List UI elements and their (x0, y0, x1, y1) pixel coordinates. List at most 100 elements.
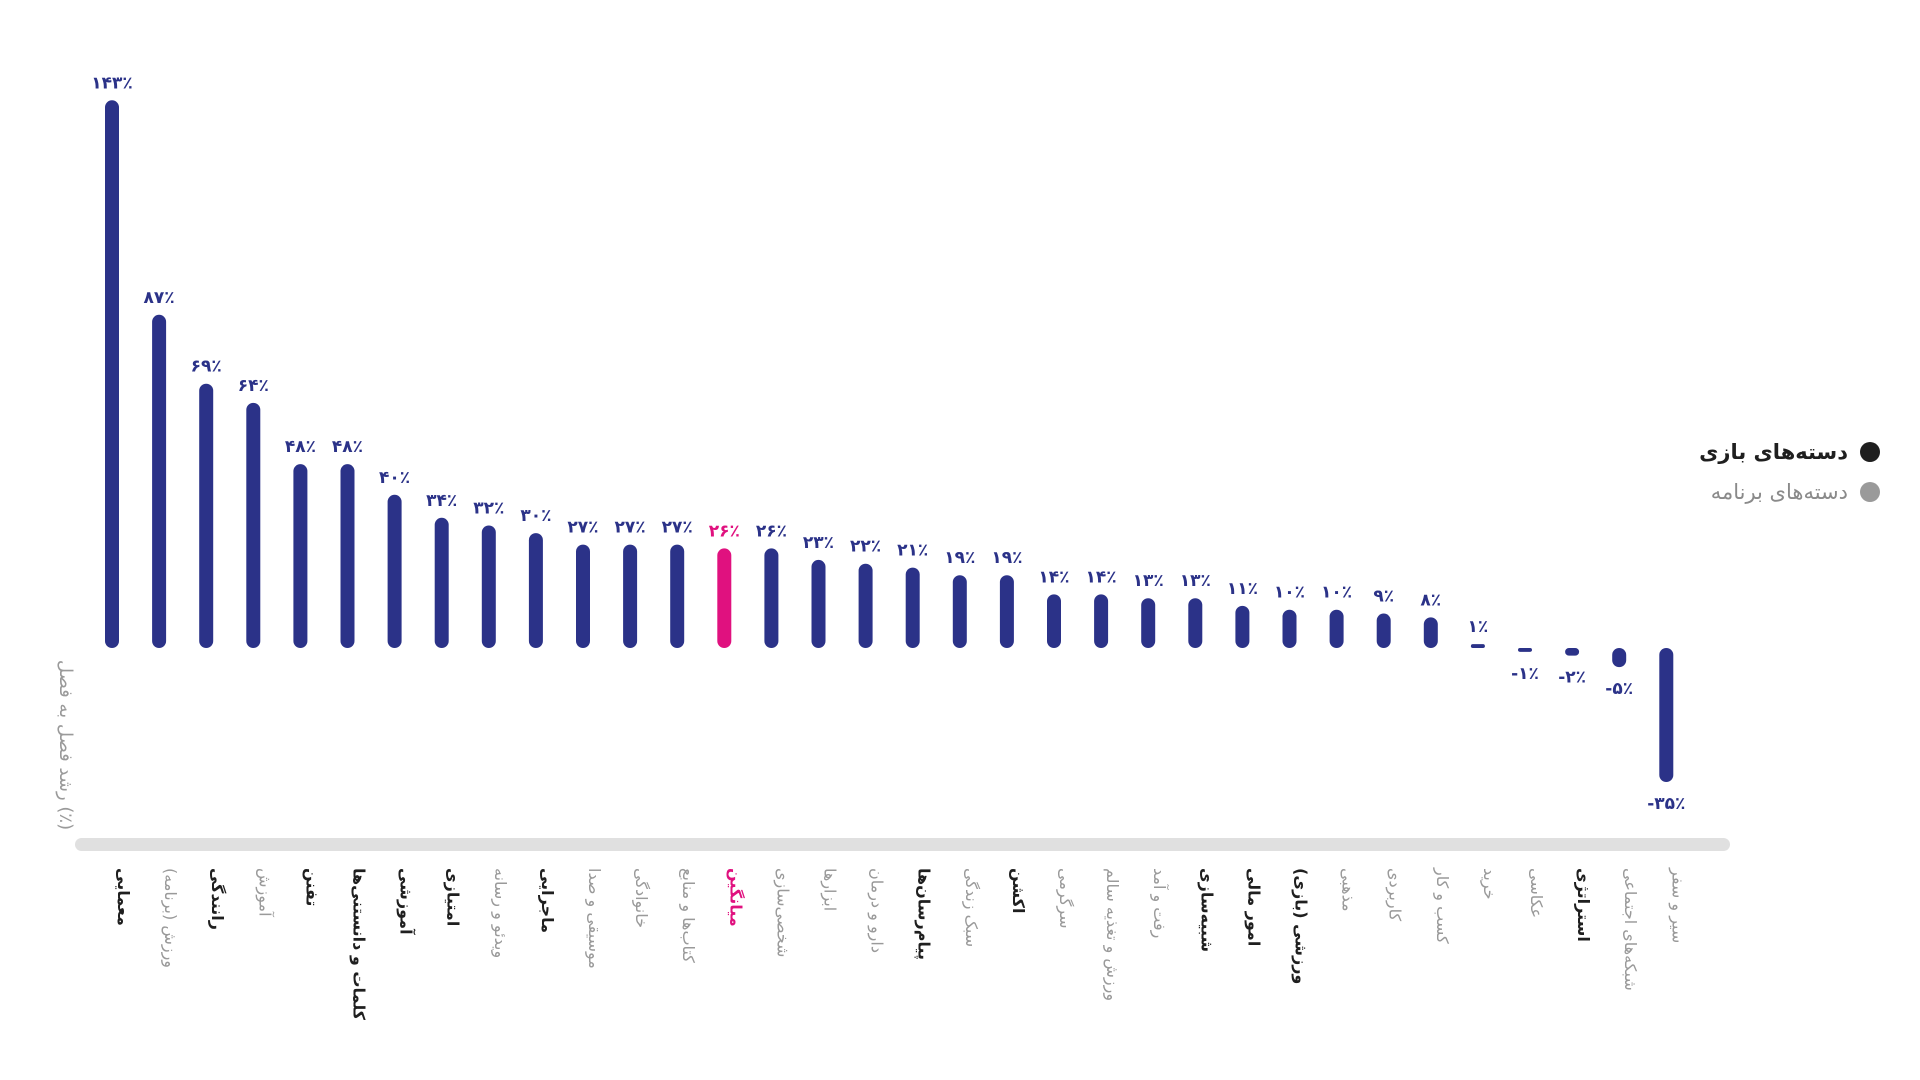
category-label-33: سیر و سفر (1667, 867, 1687, 943)
value-label-29: ۱٪ (1468, 617, 1489, 637)
bar-16 (858, 563, 873, 648)
category-label-19: اکشن (1009, 868, 1028, 913)
value-label-11: ۲۷٪ (615, 518, 646, 538)
bar-8 (481, 525, 496, 648)
legend-item-apps: دسته‌های برنامه (1620, 472, 1880, 512)
value-label-2: ۶۹٪ (191, 357, 222, 377)
bar-11 (623, 544, 638, 648)
bar-7 (434, 517, 449, 648)
bar-33 (1659, 648, 1674, 783)
category-label-7: امتیازی (444, 868, 463, 926)
bar-19 (999, 575, 1014, 648)
category-label-28: کسب و کار (1432, 867, 1452, 944)
value-label-23: ۱۳٪ (1180, 571, 1211, 591)
legend-dot-apps (1860, 482, 1880, 502)
bar-18 (952, 575, 967, 648)
bar-15 (811, 559, 826, 648)
value-label-17: ۲۱٪ (897, 541, 928, 561)
category-label-9: ماجرایی (538, 868, 557, 933)
value-label-5: ۴۸٪ (332, 437, 363, 457)
value-label-24: ۱۱٪ (1227, 579, 1258, 599)
category-label-27: کاربردی (1385, 868, 1405, 922)
category-label-30: عکاسی (1527, 868, 1546, 918)
category-label-16: دارو و درمان (867, 868, 887, 953)
category-label-12: کتاب‌ها و منابع (678, 868, 698, 963)
value-label-8: ۳۲٪ (473, 498, 504, 518)
category-label-17: پیام‌رسان‌ها (914, 868, 934, 960)
category-label-20: سرگرمی (1055, 868, 1075, 929)
bar-20 (1047, 594, 1061, 648)
value-label-20: ۱۴٪ (1038, 567, 1069, 587)
bar-4 (293, 464, 308, 648)
legend-dot-games (1860, 442, 1880, 462)
bar-6 (387, 494, 402, 648)
category-label-32: شبکه‌های اجتماعی (1621, 868, 1640, 991)
category-label-25: ورزشی (بازی) (1292, 868, 1311, 984)
bar-14 (764, 548, 779, 648)
bar-32 (1612, 648, 1627, 668)
bar-9 (528, 533, 543, 648)
category-label-15: ابزارها (820, 868, 840, 911)
value-label-12: ۲۷٪ (662, 518, 693, 538)
bar-28 (1423, 617, 1438, 648)
bar-27 (1376, 613, 1391, 648)
axis-track (75, 838, 1730, 851)
value-label-1: ۸۷٪ (144, 288, 175, 308)
category-label-29: خرید (1479, 868, 1499, 900)
legend-label-apps: دسته‌های برنامه (1710, 480, 1848, 504)
legend-item-games: دسته‌های بازی (1620, 432, 1880, 472)
bar-24 (1235, 605, 1250, 648)
value-label-33: -۳۵٪ (1647, 794, 1685, 814)
bar-25 (1282, 609, 1297, 648)
value-label-21: ۱۴٪ (1086, 567, 1117, 587)
bar-30 (1518, 648, 1532, 652)
value-label-27: ۹٪ (1373, 587, 1394, 607)
category-label-18: سبک زندگی (961, 868, 981, 947)
value-label-6: ۴۰٪ (379, 468, 410, 488)
bar-31 (1565, 648, 1580, 656)
category-label-24: امور مالی (1244, 868, 1263, 946)
category-label-4: تفنن (302, 868, 321, 906)
value-label-10: ۲۷٪ (567, 518, 598, 538)
value-label-22: ۱۳٪ (1133, 571, 1164, 591)
bar-2 (199, 383, 214, 648)
chart-legend: دسته‌های بازی دسته‌های برنامه (1620, 432, 1880, 512)
value-label-30: -۱٪ (1511, 664, 1539, 684)
value-label-14: ۲۶٪ (756, 521, 787, 541)
category-label-23: شبیه‌سازی (1197, 868, 1216, 952)
value-label-31: -۲٪ (1558, 668, 1586, 688)
value-label-19: ۱۹٪ (991, 548, 1022, 568)
value-label-4: ۴۸٪ (285, 437, 316, 457)
value-label-15: ۲۳٪ (803, 533, 834, 553)
category-label-22: رفت و آمد (1149, 868, 1169, 938)
y-axis-label: رشد فصل به فصل (٪) (55, 660, 76, 830)
value-label-7: ۳۴٪ (426, 491, 457, 511)
category-label-3: آموزش (254, 868, 274, 918)
value-label-28: ۸٪ (1420, 590, 1441, 610)
value-label-3: ۶۴٪ (238, 376, 269, 396)
value-label-13: ۲۶٪ (709, 521, 740, 541)
value-label-18: ۱۹٪ (944, 548, 975, 568)
value-label-16: ۲۲٪ (850, 537, 881, 557)
bar-22 (1141, 598, 1156, 648)
bar-23 (1188, 598, 1203, 648)
bar-1 (152, 314, 167, 648)
value-label-26: ۱۰٪ (1321, 583, 1352, 603)
bar-10 (576, 544, 590, 648)
bar-3 (246, 402, 261, 648)
category-label-21: ورزش و تغذیه سالم (1102, 868, 1122, 1001)
legend-label-games: دسته‌های بازی (1699, 440, 1848, 464)
value-label-0: ۱۴۳٪ (91, 73, 133, 93)
category-label-26: مذهبی (1339, 868, 1358, 912)
category-label-0: معمایی (114, 868, 133, 926)
value-label-9: ۳۰٪ (520, 506, 551, 526)
value-label-32: -۵٪ (1605, 679, 1633, 699)
bar-12 (670, 544, 685, 648)
bar-17 (905, 567, 920, 648)
category-label-13: میانگین (726, 868, 745, 927)
category-label-8: ویدئو و رسانه (490, 868, 510, 958)
category-label-2: رانندگی (208, 868, 227, 930)
category-label-11: خانوادگی (631, 868, 651, 928)
category-label-5: کلمات و دانستنی‌ها (350, 868, 369, 1021)
